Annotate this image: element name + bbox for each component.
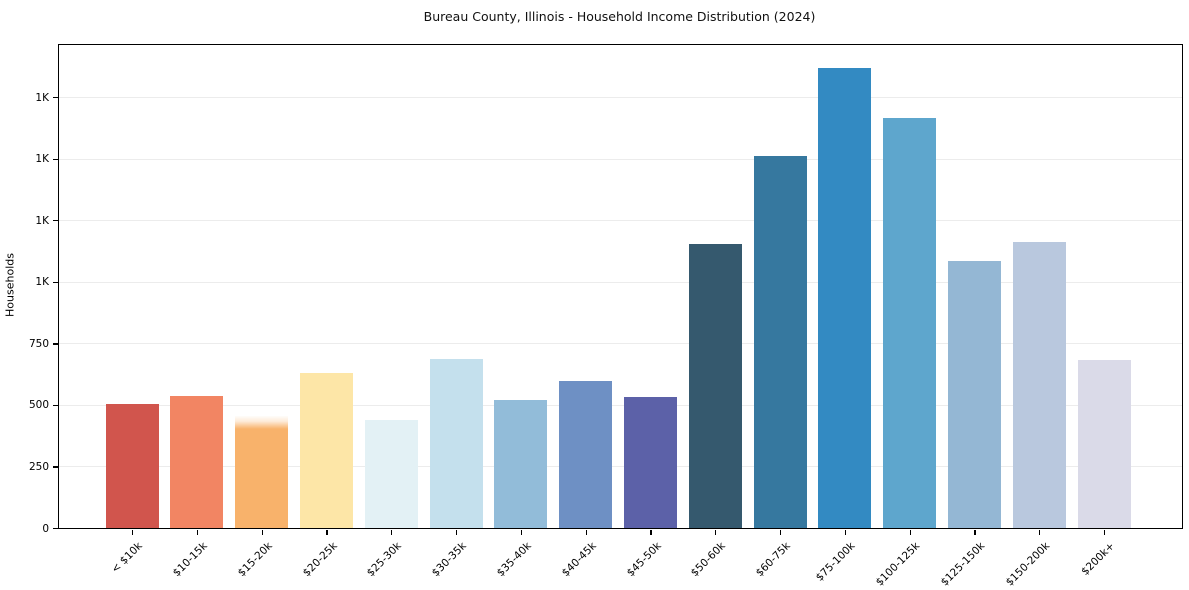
- x-tick-label-text: $35-40k: [494, 540, 534, 580]
- x-tick-label-text: $30-35k: [429, 540, 469, 580]
- x-tick-mark: [1039, 530, 1041, 535]
- x-tick-label-text: $150-200k: [1003, 540, 1053, 589]
- y-tick-label-text: 1K: [35, 153, 49, 166]
- x-tick-mark: [261, 530, 263, 535]
- x-tick-label-text: $20-25k: [300, 540, 340, 580]
- x-tick-mark: [520, 530, 522, 535]
- bar-200k: [1077, 359, 1131, 528]
- bar-15-20k: [235, 416, 289, 528]
- y-axis-label-text: Households: [3, 253, 17, 317]
- bar-35-40k: [494, 399, 548, 528]
- bar-150-200k: [1012, 242, 1066, 528]
- x-tick-label-text: $15-20k: [235, 540, 275, 580]
- x-tick-mark: [132, 530, 134, 535]
- y-tick-label-text: 500: [28, 399, 49, 412]
- y-tick-mark: [53, 466, 58, 468]
- bar-60-75k: [753, 156, 807, 528]
- y-gridline: [59, 343, 1182, 345]
- x-tick-label-text: $45-50k: [624, 540, 664, 580]
- plot-area: [58, 44, 1183, 529]
- y-tick-label-text: 1K: [35, 276, 49, 289]
- bar-10k: [105, 404, 159, 528]
- chart-title: Bureau County, Illinois - Household Inco…: [423, 9, 816, 24]
- x-tick-mark: [585, 530, 587, 535]
- x-tick-label-text: $100-125k: [874, 540, 923, 589]
- x-tick-mark: [650, 530, 652, 535]
- x-tick-label-text: $75-100k: [813, 540, 858, 584]
- x-tick-label-text: < $10k: [109, 540, 145, 576]
- y-tick-mark: [53, 158, 58, 160]
- y-tick-mark: [53, 220, 58, 222]
- x-tick-mark: [326, 530, 328, 535]
- x-tick-mark: [1104, 530, 1106, 535]
- bar-20-25k: [299, 373, 353, 528]
- bar-25-30k: [364, 419, 418, 528]
- x-tick-label-text: $40-45k: [559, 540, 599, 580]
- x-tick-mark: [974, 530, 976, 535]
- y-tick-mark: [53, 404, 58, 407]
- y-tick-label-text: 1K: [35, 214, 49, 227]
- x-tick-label-text: $50-60k: [689, 540, 729, 580]
- x-tick-label-text: $25-30k: [365, 540, 405, 580]
- y-gridline: [59, 404, 1182, 406]
- y-tick-label-text: 1K: [35, 91, 49, 104]
- bar-125-150k: [947, 261, 1001, 528]
- bar-40-45k: [559, 381, 613, 528]
- x-tick-label-text: $200k+: [1079, 540, 1117, 578]
- y-gridline: [59, 220, 1182, 222]
- bar-50-60k: [688, 244, 742, 528]
- y-gridline: [59, 281, 1182, 283]
- y-gridline: [59, 466, 1182, 468]
- x-tick-mark: [844, 530, 846, 535]
- y-tick-mark: [53, 343, 58, 345]
- bar-45-50k: [623, 397, 677, 528]
- bar-30-35k: [429, 358, 483, 528]
- y-tick-label-text: 250: [28, 460, 49, 473]
- x-tick-mark: [780, 530, 782, 535]
- bar-75-100k: [818, 67, 872, 528]
- y-gridline: [59, 158, 1182, 160]
- y-gridline: [59, 97, 1182, 99]
- x-tick-label-text: $60-75k: [753, 540, 793, 580]
- x-tick-mark: [391, 530, 393, 535]
- y-tick-mark: [53, 281, 58, 283]
- x-tick-mark: [196, 530, 198, 535]
- x-tick-mark: [909, 530, 911, 535]
- y-tick-mark: [53, 97, 58, 99]
- bar-10-15k: [170, 395, 224, 528]
- x-tick-mark: [715, 530, 717, 535]
- bar-100-125k: [883, 117, 937, 528]
- x-tick-mark: [456, 530, 458, 535]
- x-tick-label-text: $125-150k: [938, 540, 988, 589]
- y-tick-mark: [53, 528, 58, 530]
- y-tick-label-text: 0: [42, 522, 49, 535]
- x-tick-label-text: $10-15k: [170, 540, 210, 580]
- y-tick-label-text: 750: [28, 337, 49, 350]
